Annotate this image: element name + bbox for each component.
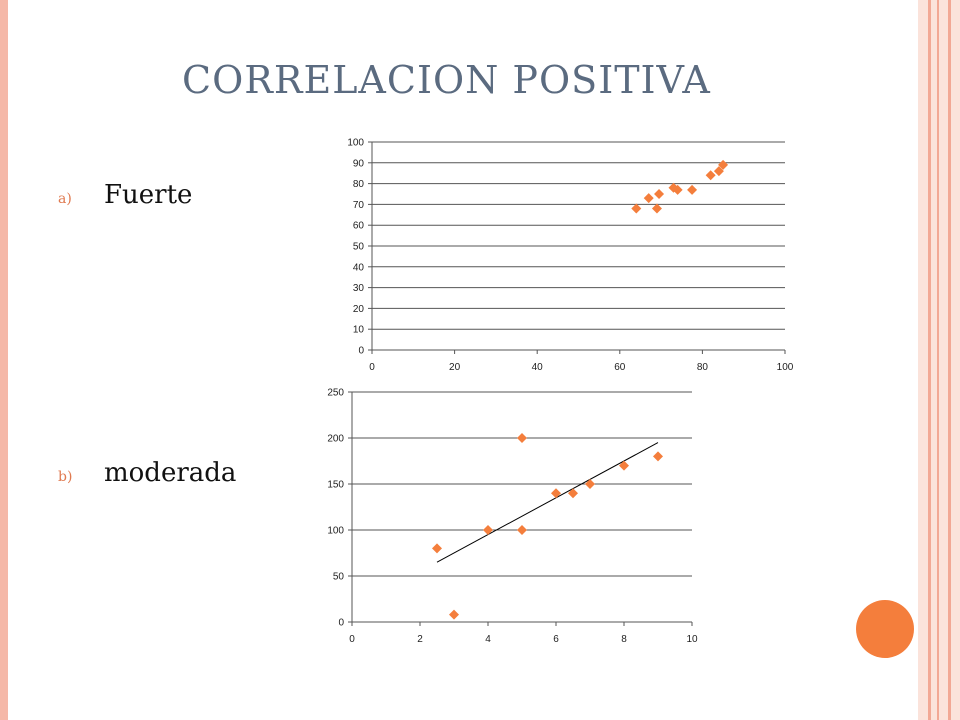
y-tick-label: 20 (353, 304, 365, 315)
x-tick-label: 6 (553, 634, 559, 645)
y-tick-label: 60 (353, 221, 365, 232)
data-point (568, 488, 578, 499)
y-tick-label: 50 (333, 572, 345, 583)
y-tick-label: 70 (353, 200, 365, 211)
data-point (517, 525, 527, 535)
y-tick-label: 250 (327, 388, 344, 399)
x-tick-label: 2 (417, 634, 423, 645)
data-point (517, 433, 527, 443)
data-point (705, 170, 716, 181)
frame-stripe (928, 0, 931, 720)
y-tick-label: 10 (353, 325, 365, 336)
data-point (619, 460, 629, 471)
x-tick-label: 8 (621, 634, 627, 645)
list-item-moderada: b) moderada (58, 458, 236, 488)
y-tick-label: 200 (327, 434, 344, 445)
data-point (585, 479, 595, 489)
y-tick-label: 80 (353, 179, 365, 190)
data-point (672, 184, 683, 195)
y-tick-label: 0 (358, 346, 364, 357)
x-tick-label: 60 (614, 362, 626, 373)
list-item-fuerte: a) Fuerte (58, 180, 192, 210)
data-point (687, 184, 698, 195)
y-tick-label: 30 (353, 283, 365, 294)
data-point (653, 451, 663, 462)
accent-circle (856, 600, 914, 658)
data-point (449, 609, 459, 620)
trendline (436, 442, 659, 563)
x-tick-label: 100 (777, 362, 794, 373)
y-tick-label: 40 (353, 262, 365, 273)
data-point (432, 543, 442, 554)
data-point (631, 203, 642, 214)
x-tick-label: 0 (369, 362, 375, 373)
data-point (654, 189, 665, 199)
data-point (651, 203, 662, 214)
data-point (551, 488, 561, 499)
x-tick-label: 80 (697, 362, 709, 373)
data-point (643, 193, 654, 204)
frame-stripe (948, 0, 951, 720)
data-point (718, 159, 729, 170)
y-tick-label: 100 (327, 526, 344, 537)
list-item-text: Fuerte (104, 180, 193, 210)
x-tick-label: 4 (485, 634, 491, 645)
y-tick-label: 150 (327, 480, 344, 491)
list-marker: a) (58, 191, 72, 207)
y-tick-label: 0 (338, 618, 344, 629)
data-point (713, 166, 724, 177)
data-point (483, 525, 493, 535)
x-tick-label: 20 (449, 362, 461, 373)
list-marker: b) (58, 469, 73, 485)
y-tick-label: 50 (353, 242, 365, 253)
x-tick-label: 0 (349, 634, 355, 645)
slide-frame-right (918, 0, 960, 720)
y-tick-label: 100 (347, 138, 364, 149)
x-tick-label: 40 (532, 362, 544, 373)
slide-title: CORRELACION POSITIVA (182, 58, 711, 102)
x-tick-label: 10 (686, 634, 698, 645)
list-item-text: moderada (104, 458, 237, 488)
frame-stripe (937, 0, 939, 720)
slide-frame-left (0, 0, 8, 720)
y-tick-label: 90 (353, 158, 365, 169)
